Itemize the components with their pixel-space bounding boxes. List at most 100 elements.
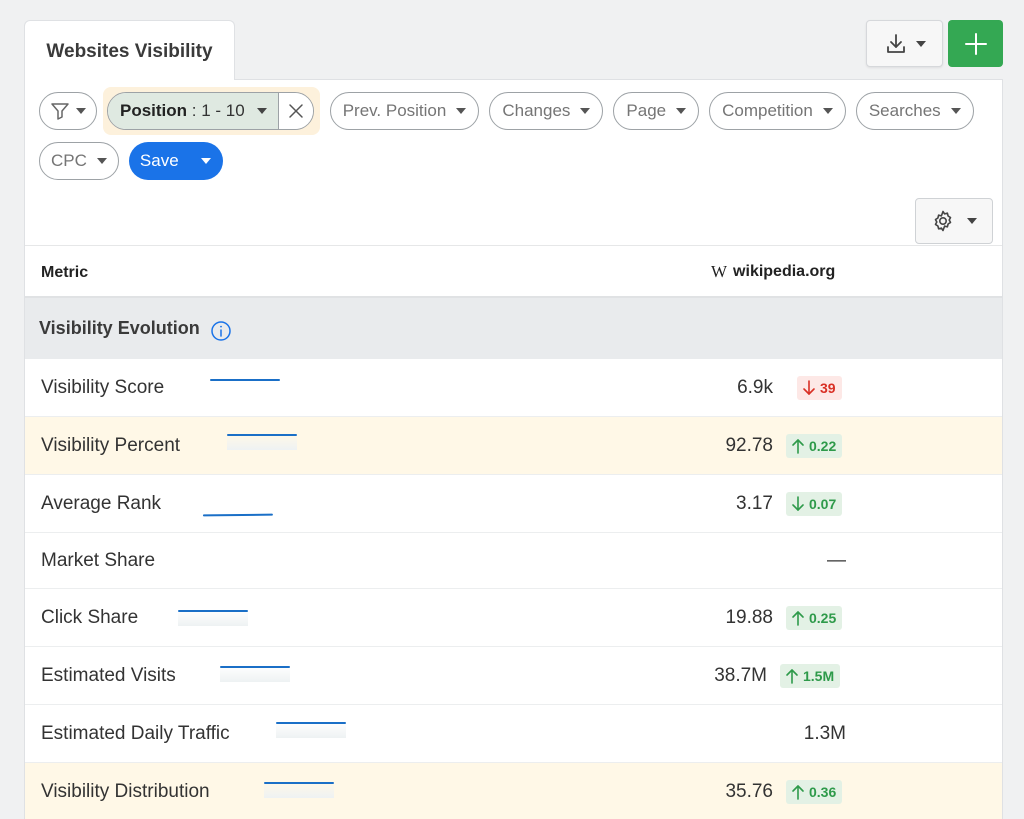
metrics-table-body: Visibility Score 6.9k 39 Visibility Perc…: [25, 359, 1002, 819]
chip-label: Page: [626, 101, 667, 120]
metric-label: Visibility Score: [41, 376, 165, 398]
metric-label: Visibility Distribution: [41, 780, 210, 802]
table-row: Visibility Distribution 35.76 0.36: [25, 763, 1002, 819]
annotation-underline: [203, 514, 273, 531]
metric-label: Estimated Visits: [41, 664, 176, 686]
chevron-down-icon: [200, 158, 211, 164]
plus-icon: [964, 32, 987, 55]
metric-value: 6.9k: [737, 376, 773, 398]
annotation-underline: [220, 666, 290, 682]
filter-chip-prev-position[interactable]: Prev. Position: [329, 92, 480, 130]
metric-label: Average Rank: [41, 492, 162, 514]
metric-value: 35.76: [725, 780, 773, 802]
position-filter: Position : 1 - 10: [107, 92, 314, 130]
column-header-site[interactable]: W wikipedia.org: [711, 262, 835, 282]
wikipedia-logo-icon: W: [711, 262, 728, 281]
main-panel: Position : 1 - 10 Prev. Position Changes…: [24, 79, 1003, 819]
table-row: Click Share 19.88 0.25: [25, 589, 1002, 647]
filter-bar-row-2: CPC Save: [39, 142, 223, 180]
metric-value: 3.17: [736, 492, 773, 514]
save-button[interactable]: Save: [128, 142, 223, 180]
filter-menu-button[interactable]: [39, 92, 97, 130]
change-badge: 1.5M: [780, 663, 841, 688]
site-name: wikipedia.org: [733, 263, 836, 280]
table-row: Estimated Daily Traffic 1.3M: [25, 705, 1002, 763]
annotation-underline: [276, 722, 346, 738]
change-value: 0.25: [809, 609, 837, 626]
chevron-down-icon: [967, 218, 977, 224]
download-icon: [886, 33, 905, 53]
chevron-down-icon: [915, 40, 926, 47]
table-row: Visibility Score 6.9k 39: [25, 359, 1002, 417]
position-filter-dropdown[interactable]: Position : 1 - 10: [108, 93, 279, 129]
arrow-down-icon: [792, 495, 804, 511]
chip-label: Prev. Position: [342, 101, 447, 120]
column-header-metric: Metric: [41, 264, 89, 281]
chip-label: CPC: [51, 151, 87, 170]
tab-title: Websites Visibility: [46, 40, 213, 62]
info-icon[interactable]: [210, 320, 232, 342]
chevron-down-icon: [76, 108, 86, 114]
gear-icon: [934, 210, 952, 232]
table-header: Metric W wikipedia.org: [25, 245, 1002, 298]
change-value: 0.07: [809, 495, 837, 512]
arrow-up-icon: [792, 784, 804, 800]
filter-bar: Position : 1 - 10 Prev. Position Changes…: [39, 87, 984, 135]
arrow-up-icon: [792, 438, 804, 454]
chevron-down-icon: [456, 108, 467, 114]
change-badge: 0.07: [786, 491, 843, 516]
position-filter-label: Position: [120, 101, 188, 120]
annotation-underline: [264, 782, 334, 798]
metric-label: Estimated Daily Traffic: [41, 722, 230, 744]
annotation-underline: [227, 434, 297, 450]
chevron-down-icon: [256, 108, 267, 114]
chip-label: Competition: [722, 101, 813, 120]
position-filter-value: : 1 - 10: [191, 101, 245, 120]
section-visibility-evolution: Visibility Evolution: [25, 298, 1002, 359]
change-badge: 0.22: [786, 433, 843, 458]
position-filter-highlight: Position : 1 - 10: [103, 87, 320, 135]
change-badge: 39: [797, 375, 842, 400]
funnel-icon: [51, 103, 69, 120]
tab-websites-visibility[interactable]: Websites Visibility: [24, 20, 235, 80]
metric-value: —: [827, 549, 846, 571]
metric-value: 92.78: [725, 434, 773, 456]
change-value: 1.5M: [803, 667, 835, 684]
change-badge: 0.36: [786, 779, 843, 804]
metric-value: 1.3M: [803, 722, 846, 744]
change-value: 39: [820, 379, 836, 396]
chevron-down-icon: [96, 158, 107, 164]
metric-label: Click Share: [41, 606, 139, 628]
chip-label: Searches: [868, 101, 941, 120]
table-row: Estimated Visits 38.7M 1.5M: [25, 647, 1002, 705]
arrow-down-icon: [803, 379, 815, 395]
change-value: 0.36: [809, 783, 837, 800]
chevron-down-icon: [822, 108, 833, 114]
save-label: Save: [139, 151, 179, 170]
change-value: 0.22: [809, 437, 837, 454]
arrow-up-icon: [786, 668, 798, 684]
table-row: Visibility Percent 92.78 0.22: [25, 417, 1002, 475]
arrow-up-icon: [792, 610, 804, 626]
annotation-underline: [210, 379, 280, 395]
annotation-underline: [178, 610, 248, 626]
close-icon: [288, 104, 303, 118]
remove-filter-button[interactable]: [278, 93, 313, 129]
filter-chip-page[interactable]: Page: [613, 92, 700, 130]
change-badge: 0.25: [786, 605, 843, 630]
table-settings-button[interactable]: [915, 198, 993, 244]
chevron-down-icon: [950, 108, 961, 114]
table-row: Average Rank 3.17 0.07: [25, 475, 1002, 533]
add-button[interactable]: [948, 20, 1003, 67]
metric-value: 19.88: [725, 606, 773, 628]
download-button[interactable]: [866, 20, 943, 67]
filter-chip-searches[interactable]: Searches: [855, 92, 974, 130]
filter-chip-competition[interactable]: Competition: [709, 92, 846, 130]
filter-chip-cpc[interactable]: CPC: [39, 142, 119, 180]
chevron-down-icon: [676, 108, 687, 114]
table-row: Market Share —: [25, 533, 1002, 589]
chevron-down-icon: [580, 108, 591, 114]
chip-label: Changes: [502, 101, 571, 120]
filter-chip-changes[interactable]: Changes: [489, 92, 604, 130]
metric-label: Market Share: [41, 549, 156, 571]
